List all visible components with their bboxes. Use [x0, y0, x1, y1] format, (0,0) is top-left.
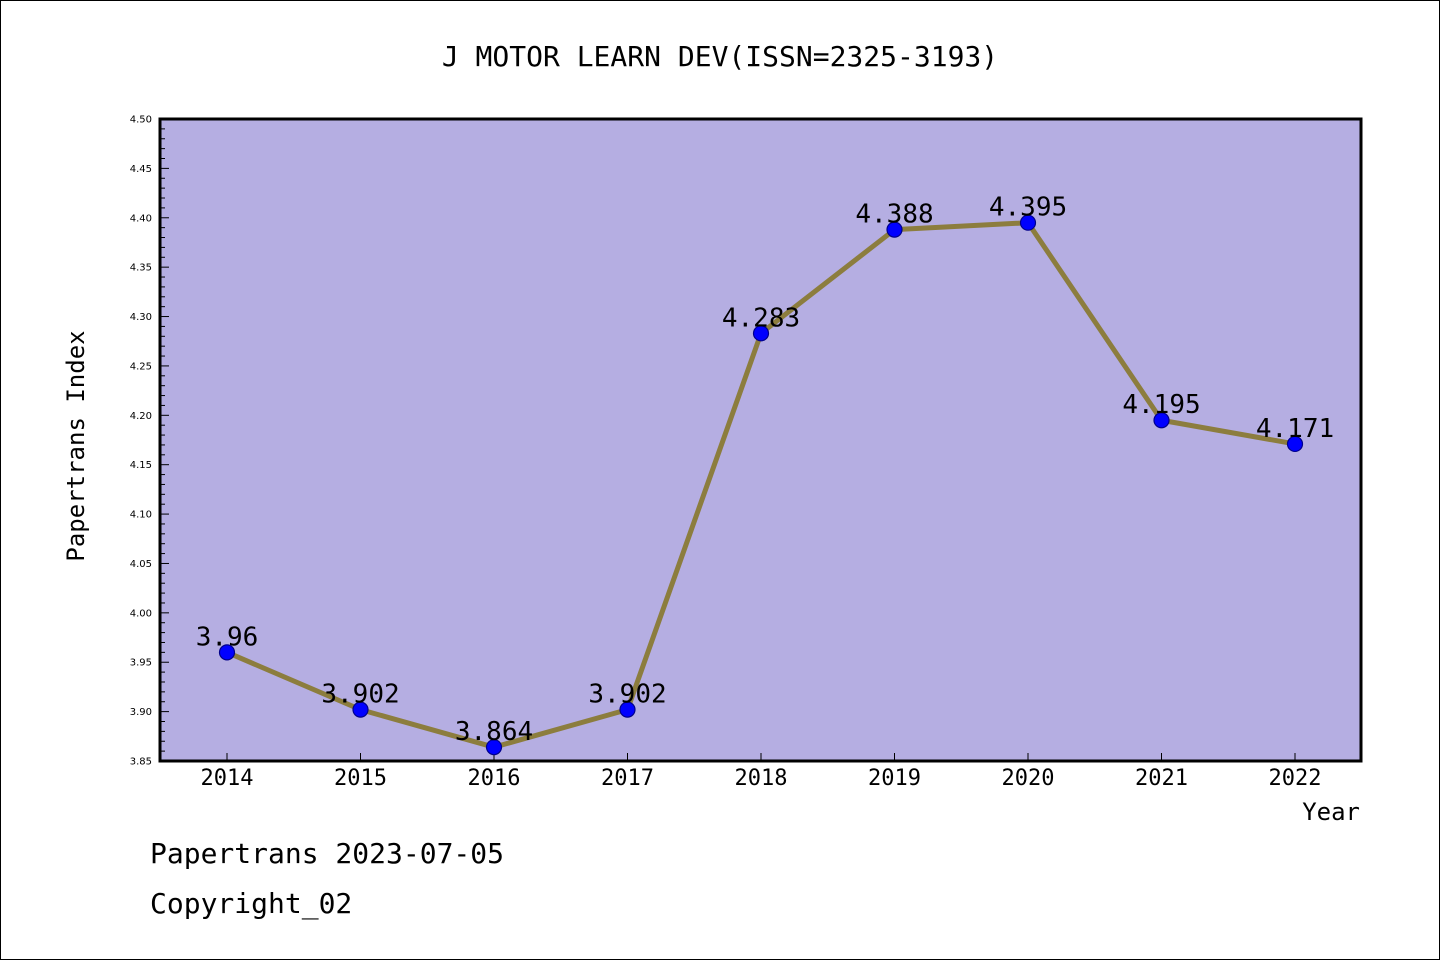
x-tick-label: 2020 [1002, 766, 1055, 791]
y-tick-label: 4.40 [130, 213, 152, 224]
data-point [619, 701, 636, 718]
data-label: 4.171 [1256, 414, 1334, 444]
data-point [485, 739, 503, 756]
data-label: 3.864 [455, 717, 533, 747]
data-label: 3.902 [321, 680, 399, 710]
footer-date: Papertrans 2023-07-05 [150, 837, 504, 870]
y-tick-label: 4.15 [130, 460, 152, 471]
data-point [752, 325, 770, 342]
data-label: 4.283 [722, 303, 800, 333]
x-tick-label: 2021 [1135, 766, 1188, 791]
y-tick-label: 4.10 [130, 510, 152, 521]
footer-copyright: Copyright_02 [150, 887, 352, 921]
x-tick-label: 2017 [601, 766, 654, 791]
chart-title: J MOTOR LEARN DEV(ISSN=2325-3193) [442, 40, 998, 73]
x-tick-label: 2019 [868, 766, 921, 791]
data-label: 4.195 [1122, 390, 1200, 420]
x-axis: 2014 2015 2016 2017 2018 2019 2020 2021 2022 [201, 753, 1322, 791]
data-point [352, 701, 369, 718]
y-axis-title: Papertrans Index [62, 330, 90, 561]
plot-area [158, 117, 1363, 763]
data-label: 4.388 [855, 200, 933, 230]
x-tick-label: 2018 [735, 766, 788, 791]
x-axis-title: Year [1302, 798, 1360, 826]
data-point [1286, 435, 1304, 453]
y-tick-label: 4.20 [130, 411, 152, 422]
y-tick-label: 4.00 [130, 608, 152, 619]
y-tick-label: 4.50 [130, 115, 152, 126]
data-label: 3.902 [588, 680, 666, 710]
y-tick-label: 3.90 [130, 707, 152, 718]
x-tick-label: 2014 [201, 766, 254, 791]
data-point [218, 644, 236, 661]
y-tick-label: 4.35 [130, 263, 152, 274]
data-point [886, 221, 903, 238]
y-axis: 3.85 3.90 3.95 4.00 4.05 4.10 4.15 4.20 4.25 4.30… [130, 115, 169, 768]
x-tick-label: 2016 [468, 766, 521, 791]
y-tick-label: 4.30 [130, 312, 152, 323]
x-tick-label: 2015 [334, 766, 387, 791]
y-tick-label: 4.25 [130, 361, 152, 372]
data-point [1153, 412, 1170, 429]
series-layer: 3.96 3.902 3.864 3.902 4.283 4.388 4.395 4.195 4… [196, 193, 1334, 756]
data-label: 3.96 [196, 622, 259, 652]
data-label: 4.395 [989, 193, 1067, 223]
y-tick-label: 3.85 [130, 757, 152, 768]
y-tick-label: 4.05 [130, 559, 152, 570]
y-tick-label: 4.45 [130, 164, 152, 175]
data-point [1019, 214, 1037, 231]
y-tick-label: 3.95 [130, 658, 152, 669]
x-tick-label: 2022 [1269, 766, 1322, 791]
